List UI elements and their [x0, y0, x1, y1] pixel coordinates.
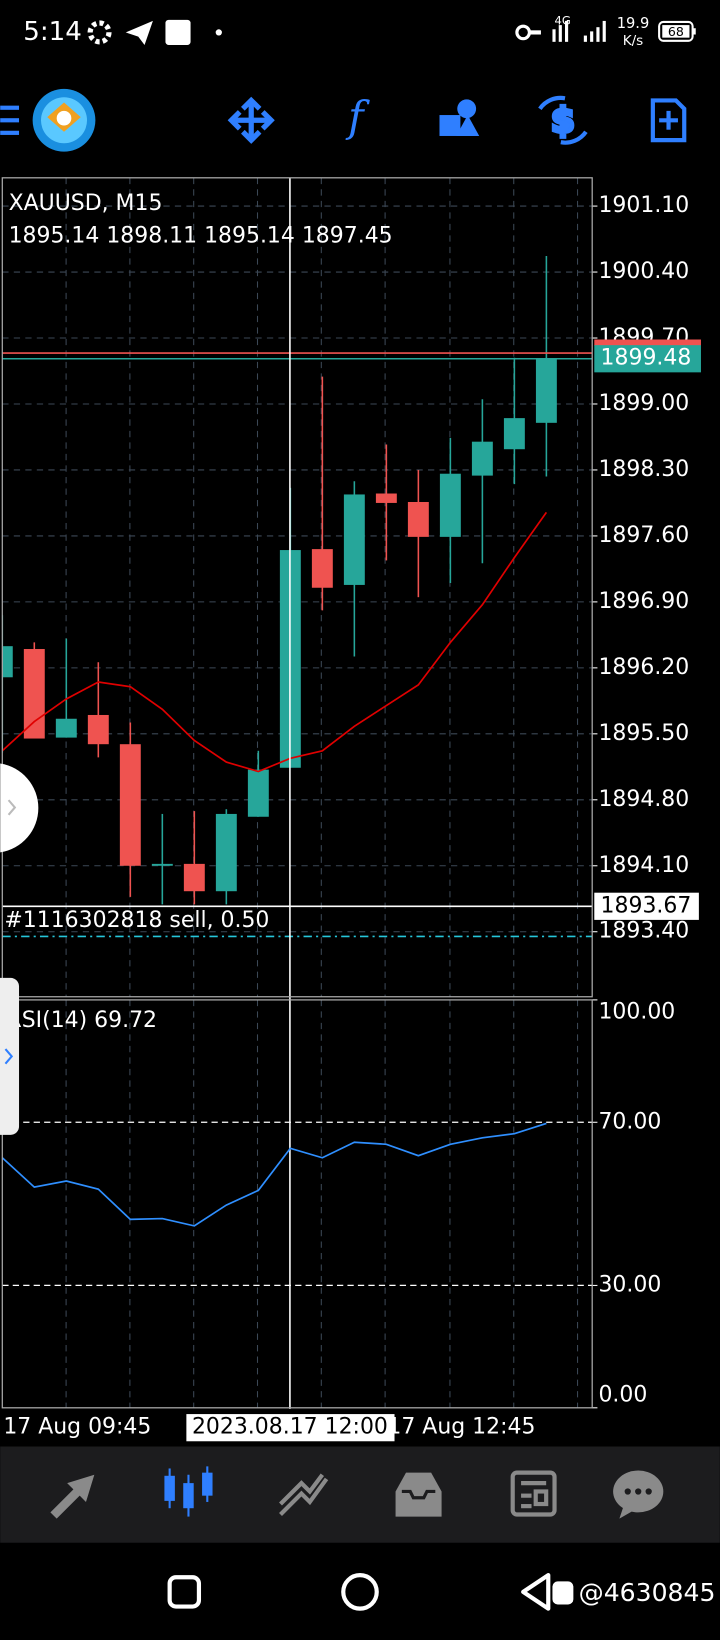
y-tick-label: 1896.20 [598, 655, 689, 680]
nav-chat[interactable] [613, 1470, 664, 1519]
back-button[interactable] [521, 1573, 551, 1611]
bottom-nav [0, 1446, 720, 1543]
plot-area [2, 177, 593, 997]
watermark-icon [552, 1581, 574, 1605]
y-tick-label: 1894.80 [598, 787, 689, 812]
y-tick-label: 1897.60 [598, 523, 689, 548]
crosshair-time-label: 2023.08.17 12:00 [192, 1415, 388, 1440]
nav-history[interactable] [395, 1472, 442, 1517]
status-speed-unit: K/s [623, 33, 644, 49]
candle-body [55, 718, 77, 738]
x-tick-label: 17 Aug 09:45 [3, 1415, 151, 1440]
candle-body [2, 646, 13, 678]
price-panel-border [1, 177, 593, 998]
status-speed: 19.9 [617, 15, 650, 32]
candle-body [343, 494, 365, 585]
y-tick-label: 1894.10 [598, 853, 689, 878]
status-network: 4G [555, 13, 571, 27]
crosshair-tool[interactable] [227, 96, 275, 144]
candle-body [535, 358, 557, 423]
candle-body [471, 441, 493, 476]
candle-body [151, 863, 173, 866]
trade-button[interactable]: $ [538, 95, 588, 145]
rsi-line [2, 1122, 547, 1227]
ask-price-tag [594, 339, 701, 346]
y-tick-label: 1900.40 [598, 259, 689, 284]
nav-news[interactable] [510, 1470, 557, 1517]
side-panel-arrow [4, 1048, 14, 1065]
y-tick-label: 1896.90 [598, 589, 689, 614]
side-panel-tab[interactable] [0, 977, 20, 1135]
candle-body [375, 493, 397, 503]
y-tick-label: 1899.00 [598, 391, 689, 416]
candle-body [407, 501, 429, 537]
rsi-title: RSI(14) 69.72 [6, 1008, 157, 1033]
app-logo[interactable] [32, 88, 96, 152]
candle-body [119, 744, 141, 866]
objects-button[interactable] [439, 99, 480, 136]
ohlc-values: 1895.14 1898.11 1895.14 1897.45 [9, 223, 393, 248]
rsi-panel: 100.00 70.00 30.00 0.00 RSI(14) 69.72 17 Aug … [1, 999, 675, 1442]
candle-body [439, 473, 461, 537]
bid-price-label: 1899.48 [601, 346, 692, 371]
crosshair-time-box [186, 1414, 395, 1442]
menu-button[interactable] [0, 105, 20, 135]
nav-quotes[interactable] [50, 1474, 95, 1519]
chart-title: XAUUSD, M15 [9, 191, 163, 216]
status-time: 5:14 [23, 17, 82, 47]
x-tick-label: 17 Aug 12:45 [387, 1415, 535, 1440]
rsi-plot-area [2, 999, 593, 1408]
rsi-panel-border [1, 999, 593, 1409]
nav-chart[interactable] [164, 1466, 213, 1517]
y-tick-label: 0.00 [598, 1382, 647, 1407]
candle-body [23, 649, 45, 739]
y-tick-label: 100.00 [598, 999, 675, 1024]
new-order-button[interactable] [650, 98, 687, 143]
candle-body [503, 418, 525, 450]
home-button[interactable] [341, 1573, 379, 1611]
price-panel: 1901.101900.401899.701899.001898.301897.… [1, 177, 701, 1409]
order-label: #1116302818 sell, 0.50 [4, 908, 269, 933]
candle-body [183, 863, 205, 892]
moving-average-line [2, 511, 548, 773]
recents-button[interactable] [167, 1575, 202, 1609]
candle-body [247, 769, 269, 817]
crosshair-price-box [594, 892, 699, 920]
candle-body [87, 714, 109, 745]
status-icons [87, 19, 696, 45]
battery-fill [662, 25, 690, 38]
y-tick-label: 1901.10 [598, 193, 689, 218]
y-tick-label: 1893.40 [598, 919, 689, 944]
side-tab-arrow [7, 799, 17, 816]
nav-trade[interactable] [279, 1473, 329, 1516]
y-tick-label: 30.00 [598, 1272, 661, 1297]
watermark: @4630845 [579, 1578, 716, 1607]
status-battery: 68 [668, 24, 684, 39]
crosshair-price-label: 1893.67 [601, 893, 692, 918]
side-tab[interactable] [0, 763, 39, 853]
candle-body [215, 813, 237, 892]
y-tick-label: 1895.50 [598, 721, 689, 746]
candle-body [311, 549, 333, 588]
y-tick-label: 1898.30 [598, 457, 689, 482]
y-tick-label: 70.00 [598, 1109, 661, 1134]
bid-price-box [594, 345, 701, 373]
svg-text:$: $ [551, 101, 574, 140]
